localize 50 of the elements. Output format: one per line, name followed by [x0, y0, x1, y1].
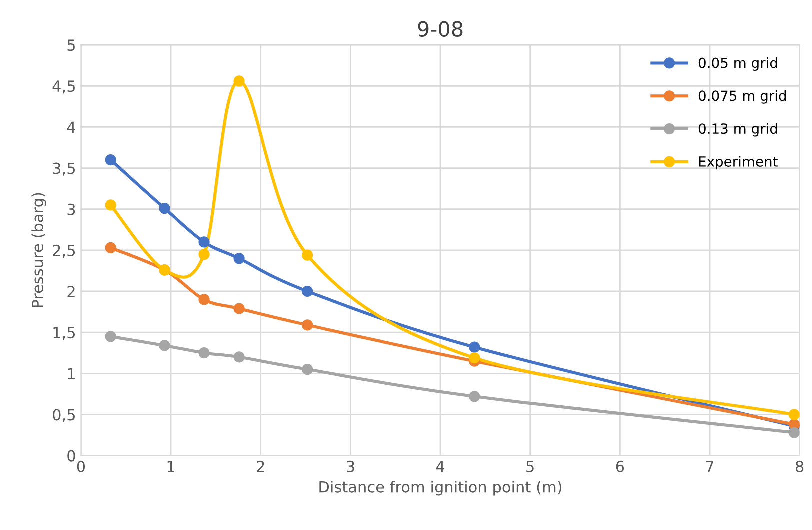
y-tick-label: 4,5 [52, 80, 76, 94]
x-tick-label: 0 [77, 460, 86, 472]
point [234, 303, 245, 314]
legend-label: 0.075 m grid [698, 90, 786, 104]
point [105, 242, 116, 254]
point [788, 427, 800, 438]
y-tick-label: 3,5 [53, 162, 76, 176]
y-tick-label: 0,5 [53, 409, 76, 422]
legend-label: 0.13 m grid [698, 123, 778, 137]
y-tick-label: 4 [67, 122, 76, 134]
x-tick-label: 4 [436, 461, 445, 472]
x-tick-label: 7 [706, 461, 714, 472]
point [234, 76, 245, 87]
point [234, 352, 245, 363]
y-axis-title: Pressure (barg) [32, 193, 46, 308]
y-tick-label: 2 [68, 286, 75, 298]
x-tick-label: 3 [346, 460, 354, 472]
y-tick-label: 0 [68, 450, 76, 462]
point [788, 409, 800, 420]
point [234, 253, 245, 264]
legend-label: Experiment [699, 156, 778, 170]
point [302, 364, 314, 376]
point [469, 391, 480, 402]
x-tick-label: 6 [616, 460, 624, 472]
legend-label: 0.05 m grid [698, 58, 778, 71]
point [198, 348, 210, 359]
x-axis-title: Distance from ignition point (m) [320, 481, 562, 496]
y-tick-label: 1 [68, 368, 75, 380]
y-tick-label: 5 [68, 40, 76, 52]
point [469, 352, 480, 364]
point [198, 236, 210, 248]
x-tick-label: 2 [257, 460, 264, 472]
point [105, 331, 116, 342]
point [302, 250, 314, 261]
x-tick-label: 8 [796, 460, 804, 472]
point [105, 154, 116, 166]
x-tick-label: 1 [168, 461, 174, 472]
chart-title: 9-08 [418, 21, 463, 38]
y-tick-label: 2,5 [53, 244, 76, 258]
x-tick-label: 5 [526, 461, 534, 472]
point [105, 200, 116, 211]
point [469, 342, 480, 353]
y-tick-label: 3 [68, 204, 76, 216]
point [302, 320, 314, 331]
point [302, 286, 314, 298]
y-tick-label: 1,5 [54, 327, 76, 340]
point [159, 202, 170, 214]
point [159, 340, 170, 352]
point [198, 248, 210, 260]
point [198, 294, 210, 306]
